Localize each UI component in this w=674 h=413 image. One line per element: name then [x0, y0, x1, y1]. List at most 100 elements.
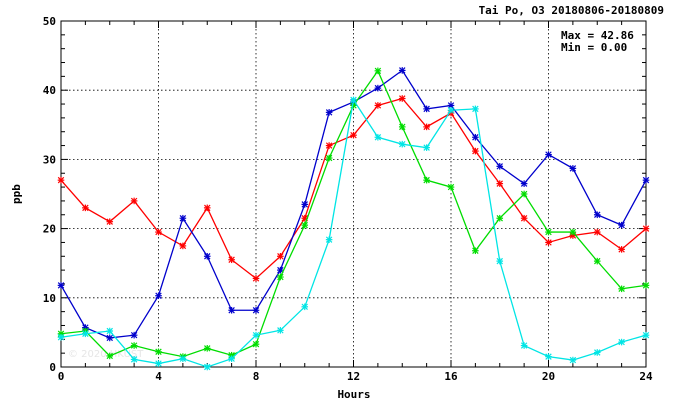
data-point [228, 355, 235, 362]
data-point [447, 106, 455, 114]
data-point [325, 142, 333, 149]
y-axis-label: ppb [10, 184, 23, 204]
x-tick-label: 12 [347, 370, 360, 383]
min-label: Min = 0.00 [561, 41, 627, 54]
data-point [423, 144, 430, 151]
x-tick-label: 20 [542, 370, 555, 383]
data-point [398, 140, 406, 148]
y-tick-label: 30 [43, 153, 56, 166]
data-point [569, 356, 577, 364]
data-point [57, 282, 65, 289]
data-point [130, 342, 138, 349]
watermark: © 2020 HKUST [68, 349, 144, 360]
data-point [325, 154, 333, 162]
data-point [618, 338, 625, 346]
data-point [496, 257, 504, 265]
data-point [277, 327, 284, 334]
data-point [545, 151, 552, 158]
data-point [545, 228, 552, 236]
data-point [472, 105, 479, 113]
y-tick-label: 50 [43, 15, 56, 28]
data-point [398, 123, 406, 131]
data-point [472, 133, 479, 141]
data-point [642, 331, 650, 339]
data-point [618, 221, 625, 229]
data-point [252, 331, 260, 339]
y-tick-label: 20 [43, 223, 56, 236]
data-point [155, 228, 162, 236]
series-group [57, 67, 650, 371]
data-point [520, 190, 528, 198]
data-point [106, 334, 114, 342]
data-point [398, 95, 406, 102]
data-point [520, 214, 528, 222]
data-point [57, 176, 65, 184]
data-point [447, 102, 455, 109]
data-point [203, 204, 211, 212]
data-point [593, 349, 601, 356]
data-point [593, 228, 601, 236]
data-point [520, 180, 528, 187]
data-point [130, 356, 138, 363]
x-tick-label: 24 [639, 370, 653, 383]
data-point [472, 247, 479, 255]
data-point [155, 360, 162, 367]
y-tick-label: 0 [49, 361, 56, 374]
data-point [618, 246, 625, 253]
y-tick-label: 40 [43, 84, 56, 97]
data-point [642, 282, 650, 289]
data-point [618, 285, 625, 293]
data-point [423, 123, 430, 131]
data-point [228, 256, 235, 264]
data-point [325, 109, 333, 116]
data-point [277, 273, 284, 281]
data-point [277, 252, 284, 260]
data-point [374, 102, 382, 109]
data-point [423, 176, 430, 184]
grid [61, 21, 646, 367]
x-tick-label: 8 [253, 370, 260, 383]
data-point [106, 218, 114, 225]
data-point [496, 163, 504, 170]
data-point [545, 239, 552, 246]
data-point [374, 133, 382, 141]
data-point [301, 201, 309, 208]
data-point [569, 165, 577, 172]
data-point [350, 96, 357, 104]
x-tick-label: 16 [444, 370, 458, 383]
data-point [447, 183, 455, 191]
data-point [203, 252, 211, 260]
data-point [642, 225, 650, 232]
data-point [398, 67, 406, 74]
y-tick-label: 10 [43, 292, 56, 305]
data-point [325, 236, 333, 243]
data-point [57, 333, 65, 341]
data-point [593, 211, 601, 219]
data-point [106, 352, 114, 360]
data-point [374, 84, 382, 92]
data-point [252, 306, 260, 314]
data-point [593, 257, 601, 265]
data-point [520, 342, 528, 349]
axes: 0 4 8 12 16 20 24 0 10 20 30 40 50 [43, 15, 653, 383]
data-point [82, 204, 89, 212]
data-point [155, 292, 162, 300]
data-point [472, 147, 479, 155]
data-point [252, 340, 260, 348]
data-point [203, 345, 211, 352]
data-point [130, 331, 138, 339]
data-point [179, 355, 187, 362]
data-point [179, 242, 187, 250]
x-tick-label: 0 [58, 370, 65, 383]
data-point [496, 180, 504, 187]
data-point [496, 214, 504, 222]
data-point [545, 353, 552, 360]
max-label: Max = 42.86 [561, 29, 634, 42]
x-axis-label: Hours [337, 388, 370, 401]
data-point [569, 228, 577, 236]
data-point [350, 131, 357, 139]
data-point [130, 197, 138, 205]
data-point [203, 363, 211, 371]
